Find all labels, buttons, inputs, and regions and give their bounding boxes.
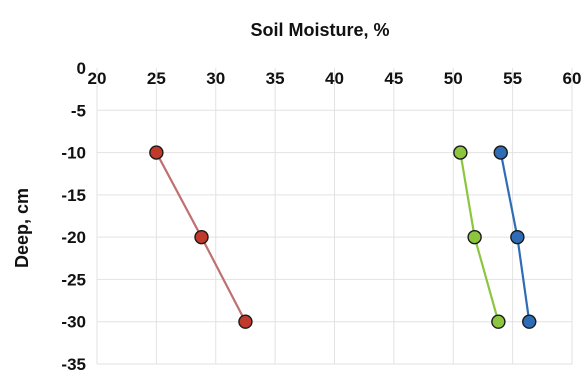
x-axis-title: Soil Moisture, %: [250, 20, 389, 40]
x-tick-label: 60: [563, 69, 582, 88]
y-tick-label: -20: [61, 228, 86, 247]
gridlines: [96, 68, 573, 365]
data-point: [493, 145, 508, 160]
y-tick-label: -30: [61, 313, 86, 332]
data-point: [194, 229, 209, 245]
data-point: [453, 145, 468, 160]
series-group: [149, 145, 537, 329]
y-tick-label: -10: [61, 144, 86, 163]
data-point: [467, 229, 482, 245]
y-axis-title: Deep, cm: [12, 188, 32, 268]
y-tick-label: -35: [61, 355, 86, 374]
x-tick-label: 30: [206, 69, 225, 88]
data-point: [149, 145, 164, 160]
x-tick-label: 50: [444, 69, 463, 88]
data-point: [491, 314, 506, 329]
x-tick-label: 35: [266, 69, 285, 88]
x-tick-label: 40: [325, 69, 344, 88]
data-point: [238, 314, 253, 329]
x-tick-label: 20: [88, 69, 107, 88]
x-tick-label: 55: [503, 69, 522, 88]
data-point: [510, 229, 525, 245]
y-tick-label: -5: [71, 101, 86, 120]
y-tick-label: 0: [77, 59, 86, 78]
x-tick-label: 45: [384, 69, 403, 88]
tick-labels: 20 25 30 35 40 45 50 55 60 0 -5 -10 -15 -20 -25 -30 -35: [61, 59, 581, 374]
y-tick-label: -15: [61, 186, 86, 205]
y-tick-label: -25: [61, 270, 86, 289]
data-point: [522, 314, 537, 329]
x-tick-label: 25: [147, 69, 166, 88]
